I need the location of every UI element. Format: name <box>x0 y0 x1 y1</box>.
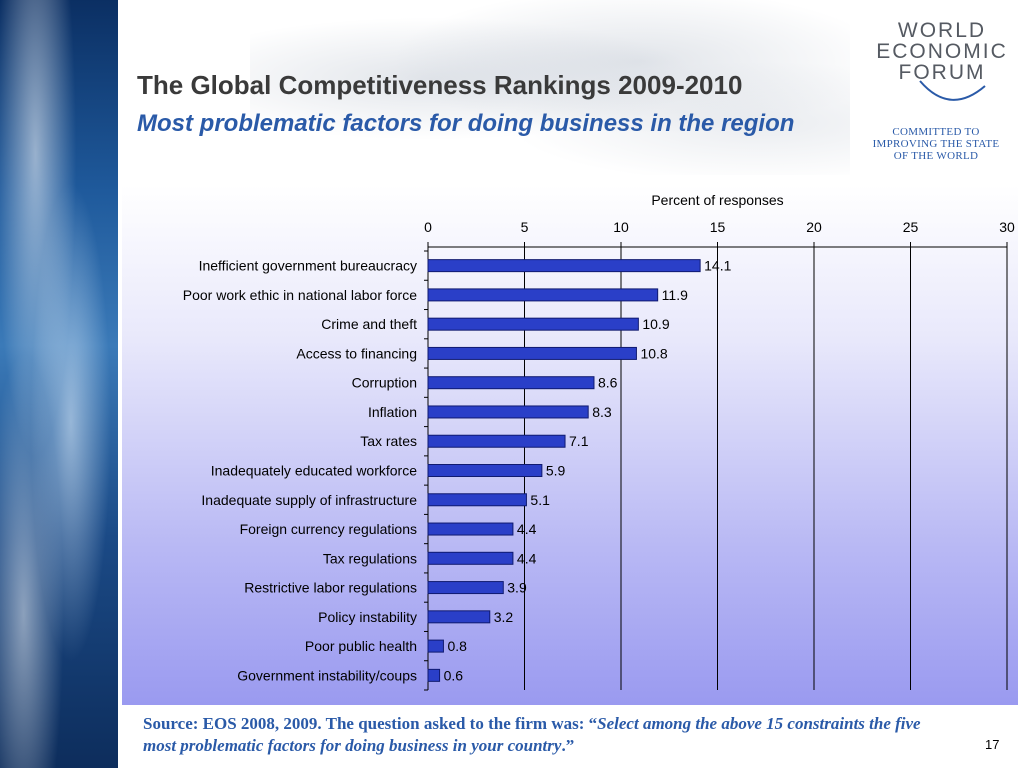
source-prefix: Source: EOS 2008, 2009. The question ask… <box>143 714 598 733</box>
x-axis-title: Percent of responses <box>651 192 783 208</box>
bar <box>427 551 514 565</box>
category-label: Inflation <box>368 404 417 420</box>
bar <box>427 288 659 302</box>
logo-line-2: ECONOMIC <box>876 40 1008 63</box>
page-subtitle: Most problematic factors for doing busin… <box>137 110 795 137</box>
bar <box>427 610 491 624</box>
value-label: 4.4 <box>517 521 537 537</box>
value-label: 14.1 <box>704 258 731 274</box>
category-label: Poor public health <box>305 638 417 654</box>
x-tick-label: 25 <box>903 219 919 235</box>
logo-line-3: FORUM <box>898 61 986 84</box>
value-label: 10.9 <box>642 316 669 332</box>
bar <box>427 493 527 507</box>
source-quote: Select among the above 15 constraints th… <box>143 714 921 755</box>
value-label: 8.6 <box>598 375 618 391</box>
tagline-line-1: COMMITTED TO <box>892 126 980 138</box>
bar <box>427 434 566 448</box>
value-label: 11.9 <box>662 287 688 303</box>
bar <box>427 464 543 477</box>
value-label: 5.9 <box>546 463 566 479</box>
category-label: Inadequate supply of infrastructure <box>201 492 417 508</box>
source-suffix: .” <box>561 736 575 755</box>
bar <box>427 317 639 331</box>
value-label: 10.8 <box>640 345 667 361</box>
value-label: 4.4 <box>517 550 537 566</box>
category-label: Government instability/coups <box>237 667 417 683</box>
category-label: Tax rates <box>360 433 417 449</box>
category-label: Tax regulations <box>323 550 417 566</box>
bar-chart: Percent of responses 0 5 10 15 20 25 30 Ineffici… <box>183 192 1015 691</box>
value-label: 3.9 <box>507 580 527 596</box>
x-tick-label: 30 <box>999 219 1015 235</box>
x-tick-label: 20 <box>806 219 822 235</box>
source-note: Source: EOS 2008, 2009. The question ask… <box>143 713 923 757</box>
world-map-background <box>250 0 850 175</box>
x-tick-label: 15 <box>710 219 726 235</box>
logo-line-1: WORLD <box>897 19 987 42</box>
bar <box>427 376 595 390</box>
value-label: 8.3 <box>592 404 612 420</box>
category-label: Poor work ethic in national labor force <box>183 287 417 303</box>
category-label: Restrictive labor regulations <box>244 580 417 596</box>
bar <box>427 522 514 536</box>
page-title: The Global Competitiveness Rankings 2009… <box>137 70 743 100</box>
category-label: Corruption <box>352 375 417 391</box>
x-tick-label: 5 <box>521 219 529 235</box>
value-label: 0.8 <box>447 638 467 654</box>
category-label: Access to financing <box>296 345 417 361</box>
wef-logo: WORLD ECONOMIC FORUM <box>872 20 1012 83</box>
page-number: 17 <box>985 737 1000 752</box>
x-tick-label: 0 <box>424 219 432 235</box>
value-label: 0.6 <box>444 667 464 683</box>
category-label: Crime and theft <box>321 316 417 332</box>
bar <box>427 639 444 653</box>
category-label: Foreign currency regulations <box>240 521 417 537</box>
chart-panel: Percent of responses 0 5 10 15 20 25 30 Ineffici… <box>122 185 1018 705</box>
category-label: Inadequately educated workforce <box>211 463 417 479</box>
logo-tagline: COMMITTED TO IMPROVING THE STATE OF THE … <box>866 126 1006 162</box>
tagline-line-3: OF THE WORLD <box>893 150 979 162</box>
value-label: 3.2 <box>494 609 514 625</box>
earth-image-strip <box>0 0 118 768</box>
bar <box>427 259 701 273</box>
value-label: 7.1 <box>569 433 589 449</box>
category-label: Inefficient government bureaucracy <box>199 258 417 274</box>
tagline-line-2: IMPROVING THE STATE <box>872 138 1000 150</box>
bar <box>427 668 441 682</box>
category-label: Policy instability <box>318 609 417 625</box>
x-tick-label: 10 <box>613 219 629 235</box>
bar <box>427 581 504 595</box>
value-label: 5.1 <box>530 492 550 508</box>
bar <box>427 346 637 360</box>
bar <box>427 405 589 419</box>
logo-arc-icon <box>919 80 986 101</box>
